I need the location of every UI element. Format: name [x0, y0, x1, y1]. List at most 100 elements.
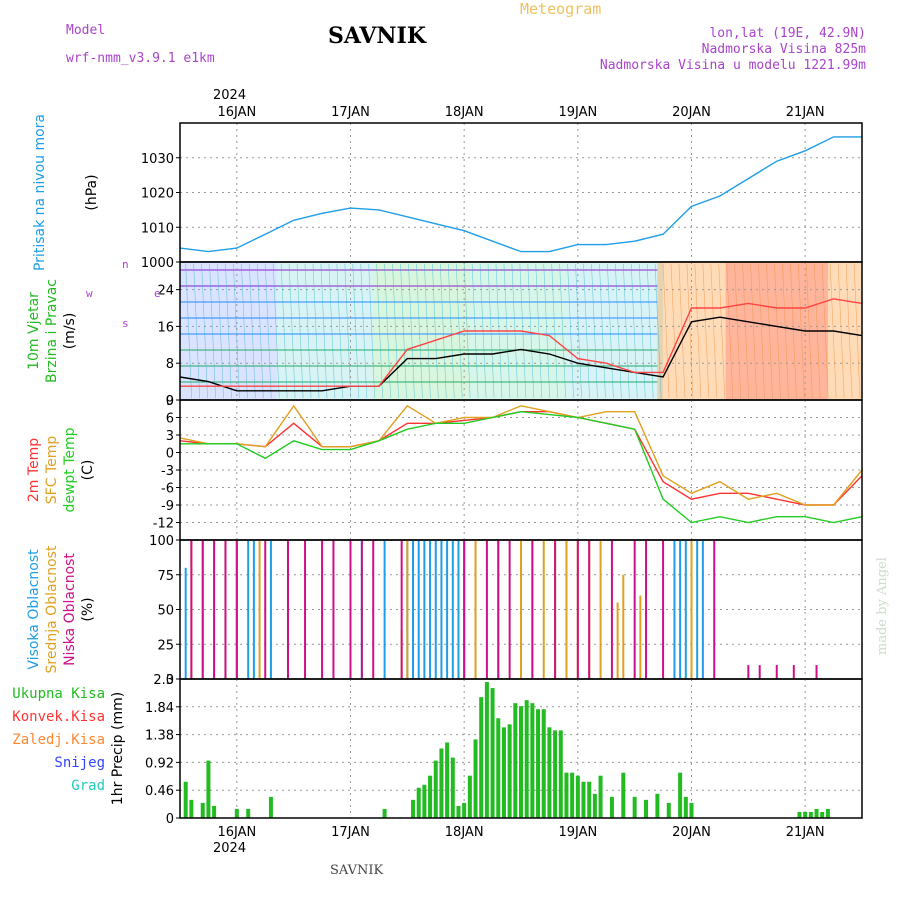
bar [610, 540, 613, 679]
bar [541, 709, 546, 818]
bar [542, 540, 545, 679]
bar [815, 665, 818, 679]
wind-barb-hatch [288, 263, 296, 399]
x-tick-label-top: 16JAN [217, 105, 256, 120]
y-tick-label: 24 [157, 284, 174, 299]
legend-entry: Snijeg [54, 755, 105, 771]
wind-barb-hatch [853, 263, 861, 399]
bar [581, 781, 586, 818]
x-tick-label-bottom: 18JAN [445, 825, 484, 840]
model-label: Model [66, 23, 105, 38]
bar [547, 727, 552, 818]
series-line-sfc-temp [179, 404, 863, 506]
bar [530, 703, 535, 818]
wind-barb-hatch [758, 263, 765, 399]
legend-entry: Konvek.Kisa [12, 709, 105, 725]
y-tick-label: 16 [157, 320, 174, 335]
wind-barb-hatch [742, 263, 749, 399]
bar [189, 799, 194, 818]
bar [758, 665, 761, 679]
wind-barb-hatch [591, 263, 598, 399]
wind-barb-hatch [599, 263, 606, 399]
wind-barb-hatch [718, 263, 726, 399]
bar [234, 808, 239, 818]
wind-barb-hatch [527, 263, 535, 399]
bar [797, 811, 802, 818]
y-axis-label: SFC Temp [44, 436, 60, 505]
wind-barb-hatch [320, 263, 328, 399]
y-tick-label: 0 [166, 673, 174, 688]
bar [632, 796, 637, 818]
wind-barb-hatch [654, 263, 662, 399]
bar [434, 540, 437, 679]
bar [235, 540, 238, 679]
bar [633, 540, 636, 679]
bar [264, 540, 267, 679]
bar [701, 540, 704, 679]
y-tick-label: 1010 [141, 221, 174, 236]
bar [576, 540, 579, 679]
bar [536, 709, 541, 818]
wind-barb-hatch [249, 263, 256, 399]
wind-barb-hatch [623, 263, 630, 399]
bar [304, 540, 307, 679]
bar [269, 540, 272, 679]
legend-entry: Zaledj.Kisa [12, 732, 105, 748]
y-tick-label: 8 [166, 357, 174, 372]
bar [825, 808, 830, 818]
wind-barb-hatch [638, 263, 646, 399]
panel-frame [179, 678, 863, 819]
bar [490, 688, 495, 818]
bar [416, 787, 421, 818]
bar [213, 540, 216, 679]
bar [803, 811, 808, 818]
bar [383, 540, 386, 679]
bar [609, 796, 614, 818]
bar [451, 540, 454, 679]
y-axis-label: (%) [80, 597, 96, 621]
bar [349, 540, 352, 679]
bar [440, 540, 443, 679]
wind-barb-hatch [360, 263, 368, 399]
bar [587, 781, 592, 818]
bar [450, 757, 455, 818]
bar [519, 706, 523, 818]
bar [406, 540, 409, 679]
y-tick-label: 0.92 [145, 756, 174, 771]
wind-barb-hatch [575, 263, 582, 399]
bar [508, 540, 511, 679]
bar [474, 540, 477, 679]
legend-entry: Grad [71, 778, 105, 794]
series-line-2m-temp [179, 411, 863, 506]
bar [411, 799, 416, 818]
panel-pressure: 1000 1010 1020 1030 [141, 122, 863, 271]
wind-barb-hatch [782, 263, 789, 399]
x-tick-label-top: 19JAN [558, 105, 597, 120]
bar [456, 805, 461, 818]
bar [690, 540, 693, 679]
wind-barb-hatch [296, 263, 304, 399]
wind-barb-hatch [551, 263, 558, 399]
bar [423, 540, 426, 679]
bar [553, 730, 558, 818]
wind-barb-hatch [312, 263, 320, 399]
compass-e: e [154, 287, 161, 300]
x-tick-label-top: 18JAN [445, 105, 484, 120]
y-axis-label: 10m Vjetar [26, 292, 42, 370]
y-tick-label: 0 [166, 447, 174, 462]
bar [190, 540, 193, 679]
wind-barb-hatch [630, 263, 638, 399]
series-line-wind-speed [179, 316, 863, 392]
station-title: SAVNIK [328, 23, 427, 49]
y-tick-label: 1030 [141, 152, 174, 167]
wind-barb-hatch [225, 263, 232, 399]
bar [696, 540, 699, 679]
year-bottom: 2024 [213, 841, 246, 856]
y-tick-label: 6 [166, 412, 174, 427]
bar [524, 700, 529, 818]
wind-barb-hatch [408, 263, 415, 399]
footer-station: SAVNIK [330, 863, 384, 878]
y-axis-label: 1hr Precip (mm) [110, 692, 126, 805]
bar [621, 772, 626, 818]
wind-barb-hatch [726, 263, 734, 399]
